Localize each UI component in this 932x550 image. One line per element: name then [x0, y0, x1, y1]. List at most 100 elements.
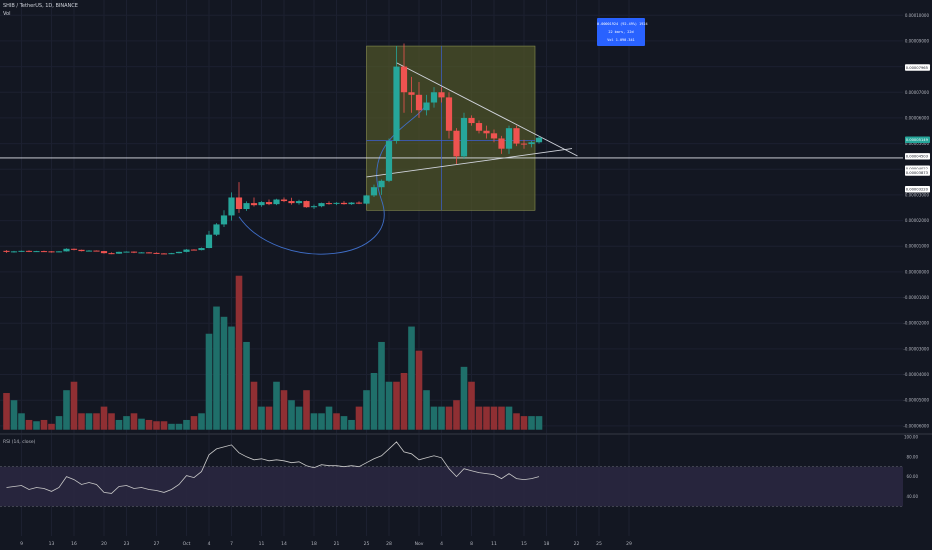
volume-bar: [33, 421, 40, 430]
volume-bar: [393, 381, 400, 430]
price-badge: [905, 136, 930, 143]
rsi-axis-label: 80.00: [907, 454, 919, 459]
candle-body: [355, 202, 363, 204]
measure-tooltip: 0.00001924 (92.49%) 1924 22 bars, 22d Vo…: [597, 18, 648, 46]
volume-bar: [25, 419, 33, 430]
candle-body: [55, 251, 63, 253]
volume-bar: [48, 423, 55, 430]
volume-bar: [40, 419, 48, 430]
volume-bar: [333, 413, 340, 430]
tooltip-change: 0.00001924 (92.49%) 1924: [597, 22, 648, 26]
x-axis-label: 4: [208, 541, 211, 547]
x-axis-label: 14: [281, 541, 287, 547]
volume-bar: [498, 406, 505, 430]
candle-body: [378, 180, 385, 188]
volume-bar: [190, 416, 198, 430]
tooltip-bars: 22 bars, 22d: [608, 30, 634, 34]
price-badge: [905, 169, 930, 176]
candle-body: [243, 203, 250, 210]
volume-bar: [370, 373, 378, 430]
rsi-axis-label: 100.00: [904, 435, 918, 440]
volume-bar: [220, 316, 228, 430]
volume-bar: [280, 390, 288, 430]
candle-body: [370, 187, 378, 196]
volume-bar: [70, 381, 78, 430]
volume-bar: [363, 390, 370, 430]
rsi-axis-label: 60.00: [907, 474, 919, 479]
candle-body: [3, 250, 10, 252]
volume-bar: [18, 413, 25, 430]
candle-body: [130, 251, 138, 253]
volume-bar: [348, 419, 355, 430]
volume-bar: [243, 341, 250, 430]
candle-body: [415, 94, 423, 111]
x-axis-label: 29: [626, 541, 632, 547]
price-badge: [905, 186, 930, 193]
volume-bar: [183, 419, 190, 430]
volume-bar: [318, 413, 325, 430]
candle-body: [310, 206, 318, 208]
volume-bar: [468, 381, 475, 430]
x-axis-label: 11: [259, 541, 265, 547]
volume-bar: [213, 306, 220, 430]
candle-body: [303, 201, 310, 208]
volume-bar: [3, 393, 10, 430]
x-axis-label: 23: [124, 541, 130, 547]
candle-body: [348, 202, 355, 205]
price-badge-label: 0.00004503: [906, 155, 929, 159]
volume-bar: [460, 366, 468, 430]
volume-bar: [85, 413, 93, 430]
volume-bar: [153, 421, 160, 430]
volume-bar: [385, 381, 393, 430]
candle-body: [258, 202, 265, 206]
rsi-line: [6, 441, 540, 494]
price-axis-label: 0.00003000: [905, 192, 930, 197]
volume-bar: [235, 275, 243, 430]
rounding-arc: [238, 102, 427, 255]
candle-body: [475, 123, 483, 131]
candle-body: [85, 250, 93, 252]
candle-body: [445, 97, 453, 131]
candle-body: [318, 203, 325, 207]
price-badge: [905, 153, 930, 160]
candle-body: [205, 234, 213, 249]
x-axis-label: 13: [49, 541, 55, 547]
candle-body: [123, 251, 130, 253]
candle-body: [213, 224, 220, 235]
candle-body: [175, 251, 183, 254]
price-axis-label: -0.00003000: [903, 346, 929, 351]
x-axis-label: 28: [386, 541, 392, 547]
volume-bar: [130, 413, 138, 430]
volume-bar: [265, 406, 273, 430]
x-axis-label: 25: [596, 541, 602, 547]
candle-body: [483, 130, 490, 134]
candle-body: [78, 249, 85, 252]
price-axis-label: 0.00009000: [905, 38, 930, 43]
volume-bar: [228, 326, 235, 430]
volume-bar: [423, 390, 430, 430]
x-axis-label: 21: [334, 541, 340, 547]
volume-bar: [145, 419, 153, 430]
volume-bar: [205, 333, 213, 430]
x-axis-label: 22: [574, 541, 580, 547]
volume-bar: [378, 341, 385, 430]
volume-bar: [288, 400, 295, 430]
volume-bar: [115, 419, 123, 430]
price-badge: [905, 64, 930, 71]
volume-bar: [445, 406, 453, 430]
candle-body: [468, 117, 475, 124]
volume-bar: [355, 406, 363, 430]
candle-body: [460, 117, 468, 157]
price-axis-label: 0.00010000: [905, 13, 930, 18]
candle-body: [333, 202, 340, 204]
x-axis-label: 16: [71, 541, 77, 547]
candle-body: [340, 202, 348, 205]
price-badge-label: 0.00005149: [906, 138, 929, 142]
candle-body: [498, 138, 505, 149]
volume-bar: [168, 423, 175, 430]
candle-body: [63, 248, 70, 252]
candle-body: [280, 199, 288, 202]
volume-bar: [483, 406, 490, 430]
volume-bar: [513, 413, 520, 430]
